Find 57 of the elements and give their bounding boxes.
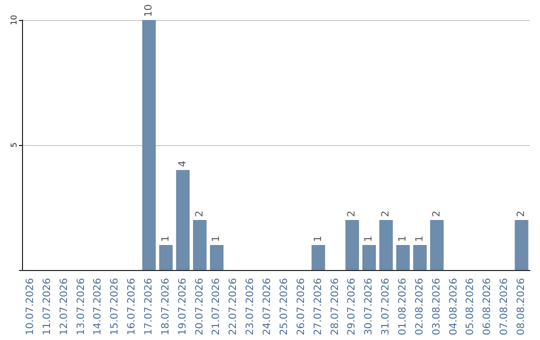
x-tick-label: 23.07.2026 (245, 278, 256, 336)
bar (514, 220, 528, 270)
x-tick-label: 01.08.2026 (398, 278, 408, 336)
x-tick-label: 08.08.2026 (516, 278, 528, 336)
x-tick-label: 02.08.2026 (414, 278, 426, 336)
x-tick-label: 05.08.2026 (465, 278, 476, 336)
bar (413, 245, 427, 270)
data-label: 2 (516, 210, 528, 217)
x-tick-label: 30.07.2026 (364, 278, 375, 336)
x-tick-label: 25.07.2026 (278, 278, 290, 336)
data-label: 2 (380, 210, 392, 217)
data-label: 2 (194, 210, 206, 217)
data-label: 10 (144, 4, 154, 17)
bar (142, 20, 156, 270)
bar (193, 220, 207, 270)
x-tick-label: 20.07.2026 (194, 278, 206, 336)
bar (159, 245, 173, 270)
x-tick-label: 27.07.2026 (312, 278, 324, 336)
x-tick-label: 29.07.2026 (346, 278, 358, 336)
x-tick-label: 24.07.2026 (262, 278, 274, 336)
x-tick-label: 13.07.2026 (76, 278, 87, 336)
x-tick-label: 28.07.2026 (330, 278, 341, 336)
x-tick-label: 22.07.2026 (228, 278, 240, 336)
bar (345, 220, 359, 270)
data-label: 1 (414, 236, 426, 242)
x-tick-label: 31.07.2026 (380, 278, 392, 336)
bar (430, 220, 444, 270)
bar (362, 245, 376, 270)
x-tick-label: 04.08.2026 (448, 278, 460, 336)
bar (379, 220, 393, 270)
data-label: 1 (211, 236, 222, 242)
x-tick-label: 06.08.2026 (482, 278, 494, 336)
x-tick-label: 18.07.2026 (160, 278, 172, 336)
x-tick-label: 19.07.2026 (177, 278, 188, 336)
data-label: 1 (312, 236, 324, 242)
bar (176, 170, 190, 270)
data-label: 4 (177, 160, 188, 167)
data-label: 2 (346, 210, 358, 217)
x-tick-label: 03.08.2026 (431, 278, 442, 336)
y-tick-label: 5 (10, 142, 18, 148)
bar (312, 245, 326, 270)
x-tick-label: 07.08.2026 (499, 278, 510, 336)
data-label: 1 (160, 236, 172, 242)
x-tick-label: 14.07.2026 (92, 278, 104, 336)
bar (396, 245, 410, 270)
x-tick-label: 16.07.2026 (126, 278, 138, 336)
x-tick-label: 21.07.2026 (211, 278, 222, 336)
bar (210, 245, 224, 270)
x-tick-label: 26.07.2026 (296, 278, 307, 336)
data-label: 1 (364, 236, 375, 242)
x-tick-label: 15.07.2026 (110, 278, 121, 336)
x-tick-label: 12.07.2026 (58, 278, 70, 336)
data-label: 2 (431, 210, 442, 217)
x-tick-label: 17.07.2026 (144, 278, 154, 336)
x-tick-label: 10.07.2026 (24, 278, 36, 336)
data-label: 1 (398, 236, 408, 242)
x-tick-label: 11.07.2026 (42, 278, 53, 336)
